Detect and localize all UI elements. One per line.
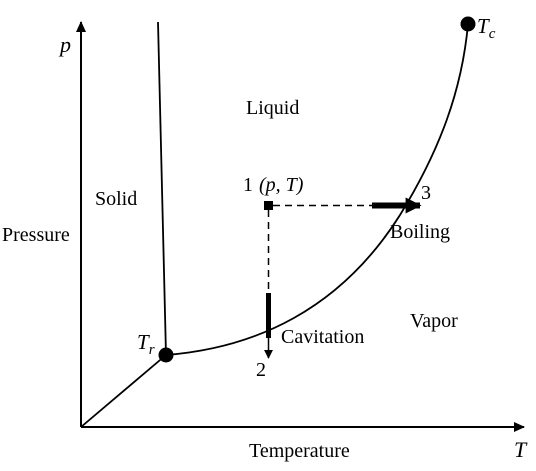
x-axis-label: Temperature [249,440,350,462]
state-point-1-coords: (p, T) [259,174,304,196]
vapor-region-label: Vapor [410,310,458,332]
state-point-1-number: 1 [243,174,253,196]
triple-point-symbol: T [137,330,150,354]
state-point-2-label: 2 [256,359,266,381]
solid-region-label: Solid [95,188,137,210]
triple-point-marker [158,347,174,363]
y-axis-label: Pressure [2,224,70,246]
state-point-1-label: 1 (p, T) [243,174,304,196]
critical-point-label: Tc [477,14,496,42]
state-point-3-label: 3 [421,182,431,204]
liquid-region-label: Liquid [246,97,299,119]
x-axis-symbol: T [514,437,528,462]
state-point-1-marker [264,201,273,210]
y-axis-symbol: p [58,32,71,57]
critical-point-subscript: c [489,26,496,42]
vaporization-curve [165,23,469,356]
sublimation-curve [80,354,167,428]
triple-point-label: Tr [137,330,155,358]
melting-curve [157,21,167,356]
boiling-label: Boiling [390,221,450,243]
triple-point-subscript: r [149,342,155,358]
critical-point-marker [460,16,476,32]
critical-point-symbol: T [477,14,490,38]
cavitation-label: Cavitation [281,326,364,348]
